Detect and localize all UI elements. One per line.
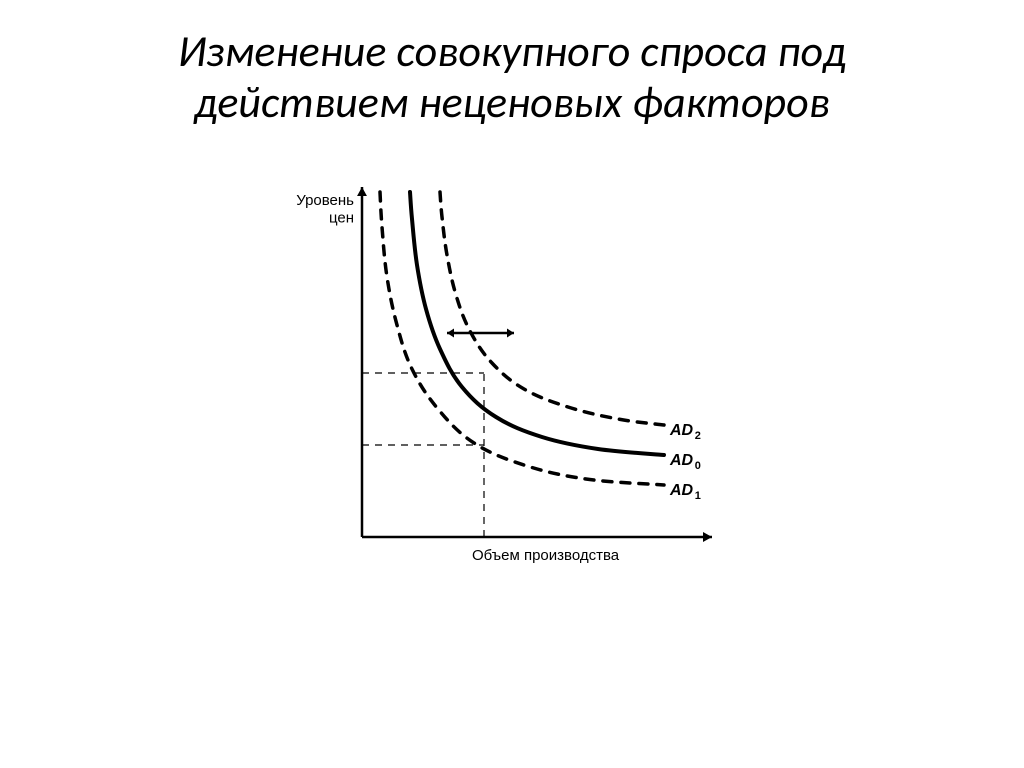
x-axis-label: Объем производства xyxy=(472,547,620,564)
title-line-1: Изменение совокупного спроса под xyxy=(178,24,846,78)
y-axis-arrow-icon xyxy=(357,187,367,196)
slide-title: Изменение совокупного спроса под действи… xyxy=(0,0,1024,127)
curve-ad1 xyxy=(380,192,664,485)
chart-container: Объем производстваУровеньценAD1AD2AD0 xyxy=(0,147,1024,587)
x-axis-arrow-icon xyxy=(703,532,712,542)
curve-ad0 xyxy=(410,192,664,455)
shift-arrow-left-icon xyxy=(447,329,454,338)
curve-ad1-label-sub: 1 xyxy=(695,490,701,502)
curve-ad2-label-sub: 2 xyxy=(695,430,701,442)
curve-ad0-label: AD xyxy=(669,452,694,469)
shift-arrow-right-icon xyxy=(507,329,514,338)
curve-ad2 xyxy=(440,192,664,425)
aggregate-demand-chart: Объем производстваУровеньценAD1AD2AD0 xyxy=(252,147,772,587)
title-line-2: действием неценовых факторов xyxy=(194,75,830,129)
curve-ad0-label-sub: 0 xyxy=(695,460,701,472)
y-axis-label-line-2: цен xyxy=(329,209,354,226)
y-axis-label-line-1: Уровень xyxy=(296,192,354,209)
curve-ad2-label: AD xyxy=(669,422,694,439)
curve-ad1-label: AD xyxy=(669,482,694,499)
